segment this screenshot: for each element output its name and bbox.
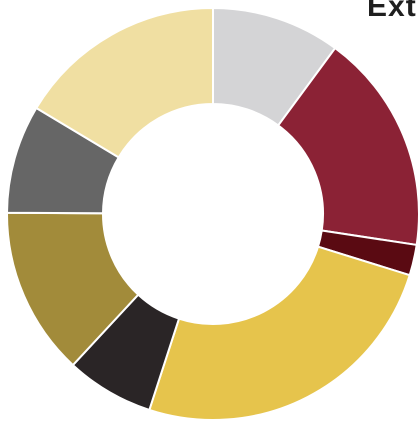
chart-title: Ext	[367, 0, 417, 23]
donut-slice-8	[34, 6, 214, 159]
donut-slice-4	[148, 245, 411, 421]
donut-slice-2	[276, 46, 419, 247]
